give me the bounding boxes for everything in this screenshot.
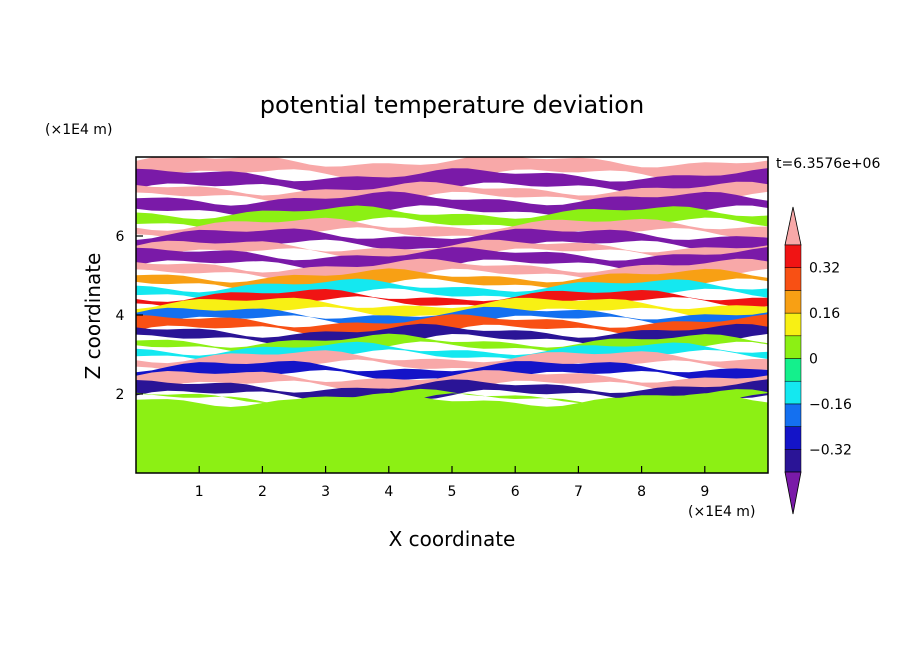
y-unit-label: (×1E4 m): [45, 122, 112, 138]
x-tick-label: 1: [195, 484, 204, 500]
colorbar-tick-label: −0.16: [809, 397, 852, 413]
x-tick-label: 4: [384, 484, 393, 500]
time-label: t=6.3576e+06: [776, 156, 880, 172]
x-axis-label: X coordinate: [389, 527, 516, 551]
contour-band: [136, 247, 768, 272]
contour-band: [136, 360, 768, 383]
contour-band: [136, 297, 768, 320]
colorbar: 0.32 0.16 0 −0.16 −0.32: [784, 206, 852, 515]
chart-title: potential temperature deviation: [260, 91, 644, 119]
colorbar-segment: [784, 290, 802, 314]
colorbar-segment: [784, 426, 802, 450]
x-tick-label: 5: [448, 484, 457, 500]
y-axis-label: Z coordinate: [81, 253, 105, 380]
x-tick-label: 8: [637, 484, 646, 500]
contour-band: [136, 314, 768, 338]
x-tick-label: 6: [511, 484, 520, 500]
colorbar-segment: [784, 358, 802, 382]
x-tick-label: 2: [258, 484, 267, 500]
contour-band: [136, 350, 768, 374]
contour-band: [136, 341, 768, 364]
colorbar-segment: [784, 380, 802, 405]
y-tick-label: 4: [116, 308, 125, 324]
contour-band: [136, 379, 768, 403]
colorbar-segment: [784, 335, 802, 359]
colorbar-tick-label: 0.16: [809, 306, 840, 322]
contour-band: [136, 289, 768, 311]
contour-band: [136, 205, 768, 232]
x-axis: 1 2 3 4 5 6 7 8 9: [195, 466, 709, 500]
x-unit-label: (×1E4 m): [688, 504, 755, 520]
contour-band: [136, 278, 768, 303]
contour-band: [136, 217, 768, 241]
contour-band: [136, 168, 768, 195]
x-tick-label: 3: [321, 484, 330, 500]
x-tick-label: 9: [700, 484, 709, 500]
colorbar-tick-label: 0: [809, 352, 818, 368]
colorbar-segment: [784, 267, 802, 291]
contour-field: [136, 157, 768, 473]
x-tick-label: 7: [574, 484, 583, 500]
contour-band: [136, 392, 768, 473]
colorbar-segment: [784, 244, 802, 268]
colorbar-extend-high: [784, 206, 802, 246]
y-axis: 2 4 6: [116, 229, 143, 403]
colorbar-extend-low: [784, 471, 802, 515]
colorbar-segment: [784, 449, 802, 473]
y-tick-label: 6: [116, 229, 125, 245]
colorbar-tick-label: 0.32: [809, 261, 840, 277]
colorbar-segment: [784, 312, 802, 337]
colorbar-tick-label: −0.32: [809, 442, 852, 458]
colorbar-segment: [784, 403, 802, 427]
y-tick-label: 2: [116, 387, 125, 403]
contour-band: [136, 228, 768, 253]
